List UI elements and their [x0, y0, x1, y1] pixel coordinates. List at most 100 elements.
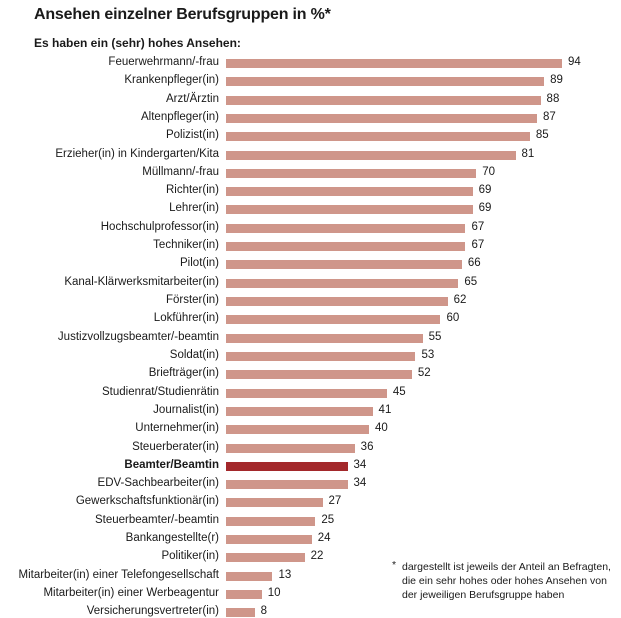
bar	[226, 223, 466, 233]
bar-row: Kanal-Klärwerksmitarbeiter(in) 65	[0, 275, 621, 293]
footnote-marker: *	[392, 559, 397, 571]
bar	[226, 425, 369, 435]
category-label: Feuerwehrmann/-frau	[108, 56, 219, 68]
category-label: Lehrer(in)	[169, 202, 219, 215]
category-label: Journalist(in)	[153, 403, 219, 416]
category-label: Müllmann/-frau	[142, 165, 219, 178]
bar-row: Mitarbeiter(in) einer Telefongesellschaf…	[0, 568, 621, 586]
category-label: Lokführer(in)	[153, 312, 219, 325]
value-label: 34	[353, 477, 367, 490]
footnote: * dargestellt ist jeweils der Anteil an …	[392, 559, 617, 602]
value-label: 34	[353, 458, 367, 471]
bar	[226, 461, 348, 471]
bar	[226, 315, 441, 325]
category-label: Hochschulprofessor(in)	[100, 220, 219, 233]
value-label: 67	[471, 220, 485, 233]
value-label: 27	[328, 495, 342, 508]
bar-row: Bankangestellte(r) 24	[0, 531, 621, 549]
bar-row: Erzieher(in) in Kindergarten/Kita 81	[0, 147, 621, 165]
value-label: 10	[267, 586, 281, 599]
category-label: Studienrat/Studienrätin	[102, 385, 219, 398]
bar	[226, 516, 316, 526]
bar-row: Studienrat/Studienrätin 45	[0, 385, 621, 403]
bar-row: Steuerbeamter/-beamtin 25	[0, 513, 621, 531]
category-label: Gewerkschaftsfunktionär(in)	[75, 495, 219, 508]
bar-row: Förster(in) 62	[0, 293, 621, 311]
bar-row: Techniker(in) 67	[0, 238, 621, 256]
value-label: 8	[260, 605, 267, 618]
category-label: Beamter/Beamtin	[124, 458, 219, 471]
value-label: 45	[392, 385, 406, 398]
bar	[226, 333, 423, 343]
bar	[226, 77, 545, 87]
chart-title: Ansehen einzelner Berufsgruppen in %*	[34, 6, 331, 23]
bar	[226, 406, 373, 416]
value-label: 85	[535, 129, 549, 142]
category-label: EDV-Sachbearbeiter(in)	[97, 477, 219, 490]
bar-row: Briefträger(in) 52	[0, 366, 621, 384]
bar	[226, 388, 387, 398]
category-label: Versicherungsvertreter(in)	[86, 605, 219, 618]
value-label: 53	[421, 348, 435, 361]
bar	[226, 608, 255, 618]
category-label: Steuerbeamter/-beamtin	[94, 513, 219, 526]
bar-row: Krankenpfleger(in) 89	[0, 73, 621, 91]
value-label: 25	[321, 513, 335, 526]
bar-row: Journalist(in) 41	[0, 403, 621, 421]
bar	[226, 498, 323, 508]
category-label: Politiker(in)	[161, 550, 219, 563]
value-label: 40	[374, 422, 388, 435]
value-label: 69	[478, 184, 492, 197]
value-label: 94	[568, 56, 581, 68]
category-label: Techniker(in)	[153, 239, 219, 252]
category-label: Richter(in)	[165, 184, 219, 197]
bar-row: Pilot(in) 66	[0, 256, 621, 274]
bar	[226, 132, 530, 142]
bar-row: Versicherungsvertreter(in) 8	[0, 604, 621, 618]
bar	[226, 278, 459, 288]
bar	[226, 297, 448, 307]
value-label: 60	[446, 312, 460, 325]
bar-row: Beamter/Beamtin 34	[0, 458, 621, 476]
value-label: 62	[453, 294, 467, 307]
bar	[226, 205, 473, 215]
bar-row: Unternehmer(in) 40	[0, 421, 621, 439]
footnote-text: dargestellt ist jeweils der Anteil an Be…	[402, 561, 611, 601]
bar	[226, 260, 462, 270]
value-label: 41	[378, 403, 392, 416]
bar	[226, 480, 348, 490]
value-label: 87	[542, 110, 556, 123]
bar	[226, 535, 312, 545]
bar-row: Lokführer(in) 60	[0, 311, 621, 329]
value-label: 88	[546, 92, 560, 105]
bar	[226, 113, 537, 123]
value-label: 67	[471, 239, 485, 252]
bar	[226, 351, 416, 361]
bar	[226, 571, 273, 581]
bar	[226, 150, 516, 160]
bar-row: Polizist(in) 85	[0, 128, 621, 146]
value-label: 52	[417, 367, 431, 380]
value-label: 66	[467, 257, 481, 270]
bar-row: Gewerkschaftsfunktionär(in) 27	[0, 494, 621, 512]
category-label: Mitarbeiter(in) einer Werbeagentur	[43, 586, 219, 599]
value-label: 69	[478, 202, 492, 215]
bar-row: Soldat(in) 53	[0, 348, 621, 366]
category-label: Soldat(in)	[169, 348, 219, 361]
category-label: Justizvollzugsbeamter/-beamtin	[57, 330, 219, 343]
bar-row: Altenpfleger(in) 87	[0, 110, 621, 128]
chart-subtitle: Es haben ein (sehr) hohes Ansehen:	[34, 36, 241, 50]
category-label: Briefträger(in)	[148, 367, 219, 380]
bar-row: Richter(in) 69	[0, 183, 621, 201]
category-label: Krankenpfleger(in)	[124, 74, 219, 87]
bar	[226, 95, 541, 105]
value-label: 65	[464, 275, 478, 288]
value-label: 13	[278, 568, 292, 581]
value-label: 70	[482, 165, 495, 178]
bar-row: Politiker(in) 22	[0, 549, 621, 567]
bar-row: Mitarbeiter(in) einer Werbeagentur 10	[0, 586, 621, 604]
bar	[226, 242, 466, 252]
value-label: 55	[428, 330, 442, 343]
bar	[226, 589, 262, 599]
